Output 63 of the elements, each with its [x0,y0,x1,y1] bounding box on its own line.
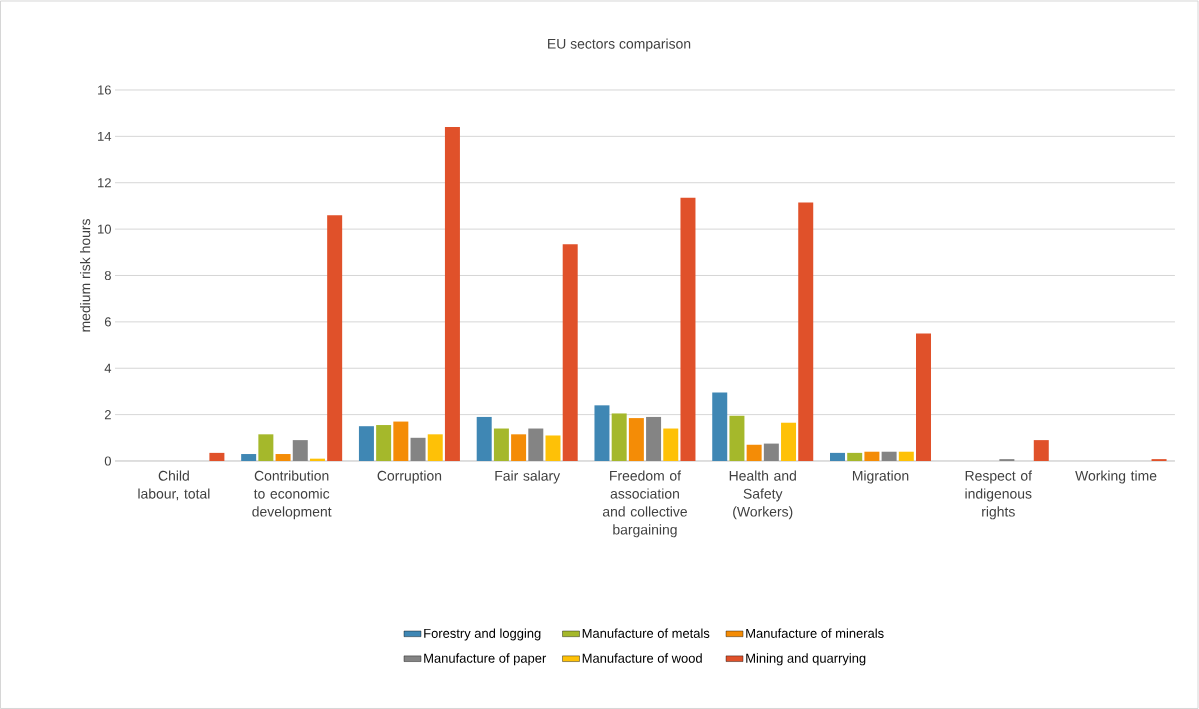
y-tick-label: 16 [98,85,111,95]
bar [628,418,644,461]
bar [663,428,679,461]
bar [763,443,779,461]
bar [562,244,578,461]
bar [916,333,932,461]
y-tick-label: 8 [104,270,111,281]
bar [241,454,257,461]
bar [511,434,527,461]
bar [275,454,291,461]
bar [410,437,426,461]
x-tick-label: Contribution to economic development [252,470,332,520]
bar [258,434,274,461]
bar [680,197,696,461]
chart-title: EU sectors comparison [548,38,691,52]
x-tick-label: Fair salary [495,470,561,484]
bar [898,451,914,461]
x-tick-label: Respect of indigenous rights [965,470,1032,520]
bar [746,444,762,461]
bar [358,426,374,461]
y-tick-label: 12 [98,178,111,188]
bar [847,452,863,461]
y-tick-label: 2 [104,410,111,420]
x-tick-label: Freedom of association and collective bargaining [602,470,687,538]
y-tick-label: 6 [104,317,111,327]
y-tick-label: 0 [104,456,111,466]
bar [528,428,544,461]
y-tick-label: 4 [104,363,112,373]
bar [545,435,561,461]
bar [729,415,745,461]
legend-label: Forestry and logging [424,628,541,641]
x-tick-label: Migration [852,470,909,484]
bar [376,425,392,461]
x-tick-label: Health and Safety (Workers) [729,470,796,520]
legend-label: Mining and quarrying [746,653,866,666]
bar [864,451,880,461]
bar [830,452,846,461]
legend-label: Manufacture of minerals [746,628,884,638]
bar [476,416,492,461]
bar [444,127,460,461]
legend-label: Manufacture of wood [582,653,702,663]
x-tick-label: Corruption [377,470,442,484]
x-tick-label: Working time [1075,470,1157,484]
bar [393,421,409,461]
bar [712,392,728,461]
bar [611,413,627,461]
x-tick-label: Child labour, total [138,470,210,501]
bar [1033,440,1049,461]
bar [646,416,662,461]
bar [427,434,443,461]
bar [594,405,610,461]
bar [209,452,225,461]
legend-label: Manufacture of metals [582,628,710,638]
bar [327,215,343,461]
bar [493,428,509,461]
bar [292,440,308,461]
y-tick-label: 14 [98,131,112,141]
bar [798,202,814,461]
bar [781,422,797,461]
y-tick-label: 10 [98,224,111,234]
legend-label: Manufacture of paper [424,653,547,666]
bar [881,451,897,461]
y-axis-title: medium risk hours [80,219,91,332]
